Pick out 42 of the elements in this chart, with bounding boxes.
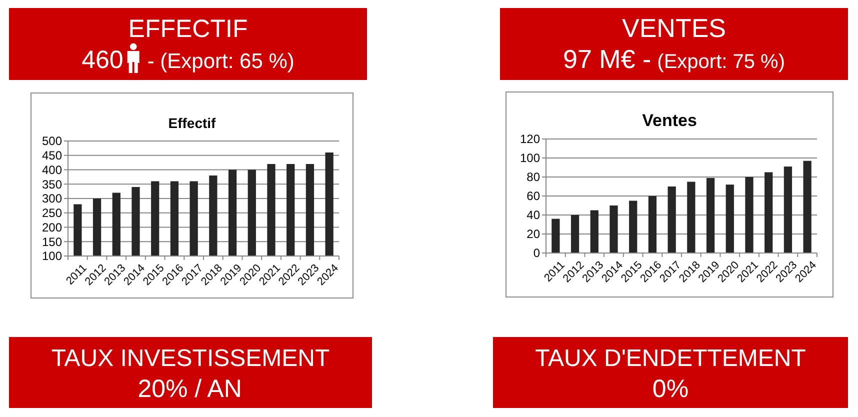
text: VENTES [622,13,726,43]
text: - (Export: 65 %) [147,50,294,73]
y-tick-label: 60 [526,189,540,204]
bar [745,177,754,253]
y-tick-label: 120 [520,132,540,146]
y-tick-label: 0 [533,246,540,260]
y-tick-label: 200 [42,220,62,234]
bar [726,184,734,253]
text: (Export: 75 %) [657,51,785,73]
bar [764,172,773,253]
bar [706,178,715,253]
bar [803,160,812,253]
bar [668,186,676,253]
text: 0% [652,375,689,403]
bar [629,200,638,253]
y-tick-label: 100 [520,151,540,166]
bar [590,210,598,253]
bar [648,196,657,253]
bar [610,206,618,253]
chart-title: Effectif [168,115,216,131]
text: 460 [82,46,124,74]
text: 97 M€ - [563,44,652,74]
y-tick-label: 20 [526,227,540,242]
y-tick-label: 500 [42,134,62,148]
y-tick-label: 150 [42,234,62,249]
bar [687,182,696,253]
text: 20% / AN [138,375,242,403]
text: TAUX D'ENDETTEMENT [535,345,806,372]
y-tick-label: 300 [42,192,62,206]
bar [552,218,560,253]
bar [784,166,792,253]
y-tick-label: 450 [42,148,62,163]
text: EFFECTIF [128,15,248,43]
y-tick-label: 100 [42,249,62,264]
y-tick-label: 350 [42,177,62,192]
y-tick-label: 40 [526,208,540,222]
chart-title: Ventes [642,111,697,130]
y-tick-label: 250 [42,206,62,220]
y-tick-label: 80 [526,170,540,184]
y-tick-label: 400 [42,162,62,177]
text: TAUX INVESTISSEMENT [51,345,330,372]
bar [570,215,580,253]
